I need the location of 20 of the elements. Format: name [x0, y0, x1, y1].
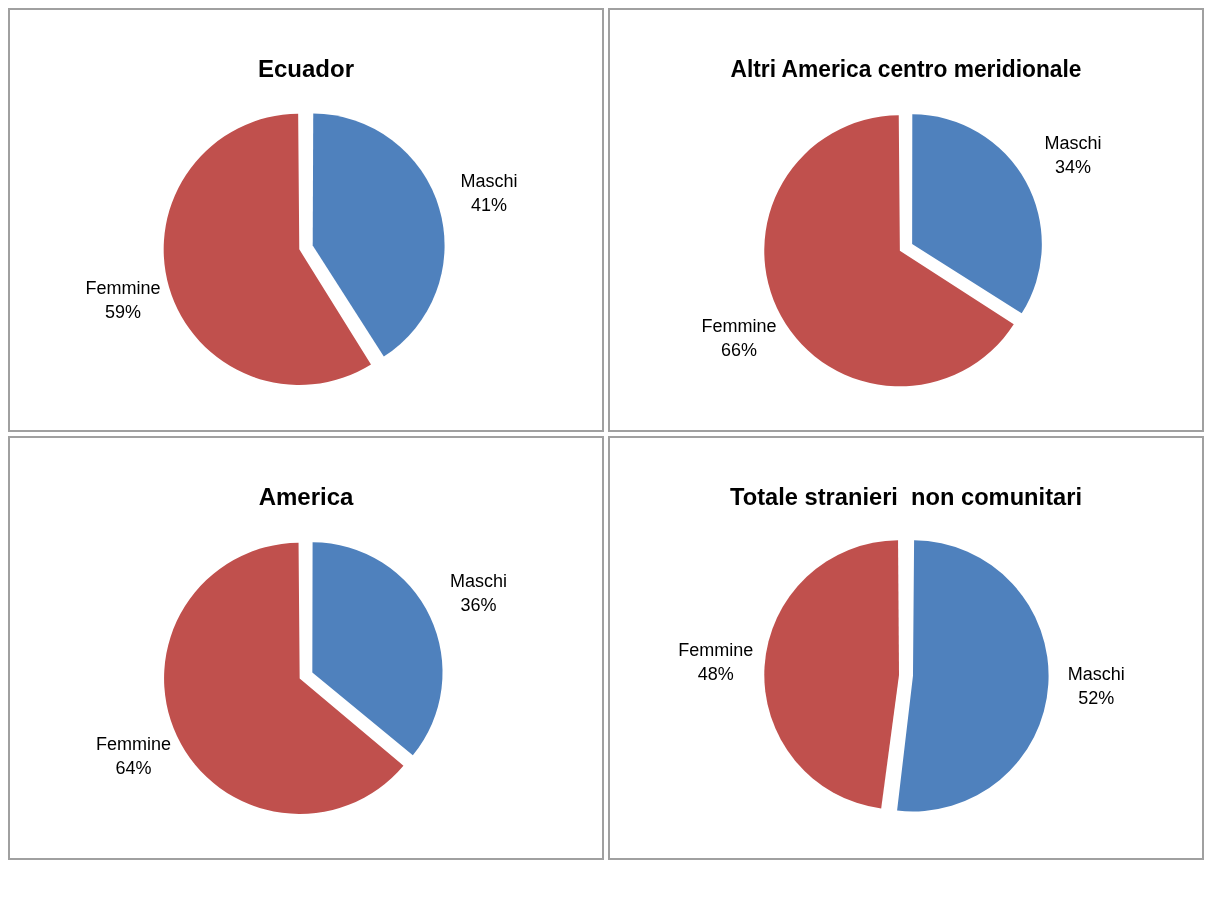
data-label: 64%	[115, 757, 152, 778]
slice-label: Maschi	[1067, 664, 1125, 685]
slice-label: Femmine	[85, 277, 161, 298]
data-label: 59%	[104, 301, 141, 322]
data-label: 48%	[697, 664, 734, 685]
slice-label: Femmine	[678, 640, 754, 661]
chart-title: Altri America centro meridionale	[730, 55, 1082, 83]
slice-label: Maschi	[449, 571, 507, 592]
chart-title: Ecuador	[257, 55, 355, 83]
slice-label: Maschi	[1044, 132, 1102, 153]
data-label: 34%	[1055, 156, 1092, 177]
data-label: 36%	[460, 595, 497, 616]
data-label: 52%	[1078, 688, 1115, 709]
slice-label: Maschi	[460, 171, 518, 192]
data-label: 41%	[471, 195, 508, 216]
data-label: 66%	[720, 340, 757, 361]
chart-title: Totale stranieri non comunitari	[730, 482, 1082, 511]
slice-label: Femmine	[96, 733, 172, 754]
chart-title: America	[258, 483, 355, 511]
slice-label: Femmine	[701, 316, 777, 337]
